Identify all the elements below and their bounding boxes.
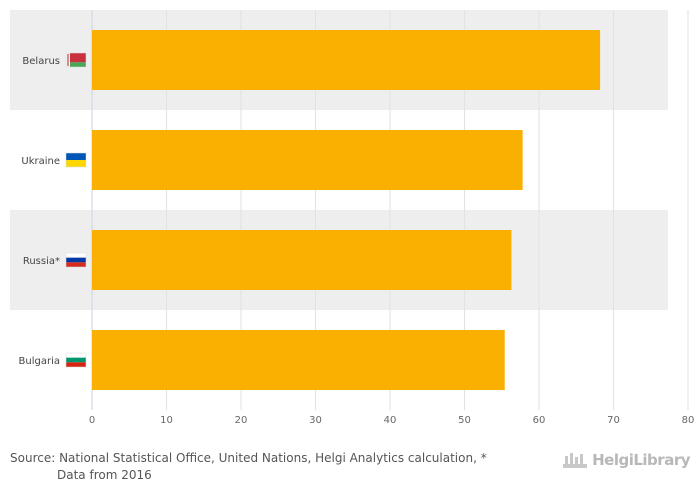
bars xyxy=(92,30,601,390)
x-tick-label: 20 xyxy=(235,415,248,426)
flag-stripe xyxy=(66,160,86,167)
belarus-flag-icon xyxy=(65,52,87,68)
flag-stripe xyxy=(66,362,86,367)
bar-bulgaria xyxy=(92,330,505,390)
flag-ornament xyxy=(67,54,69,66)
x-tick-label: 10 xyxy=(160,415,173,426)
x-tick-label: 80 xyxy=(682,415,695,426)
bulgaria-flag-icon xyxy=(65,352,87,368)
ukraine-flag-icon xyxy=(65,152,87,168)
flag-border xyxy=(65,52,87,68)
flag-border xyxy=(65,352,87,368)
flag-border xyxy=(65,152,87,168)
flag-stripe xyxy=(66,53,86,63)
russia-flag-icon xyxy=(65,252,87,268)
flag-stripe xyxy=(66,353,86,358)
category-label: Belarus xyxy=(22,56,60,67)
flag-stripe xyxy=(66,62,86,67)
x-tick-label: 60 xyxy=(533,415,546,426)
category-labels: Belarus Ukraine Russia* Bulgaria xyxy=(19,56,60,367)
category-label: Ukraine xyxy=(21,156,60,167)
flag-stripe xyxy=(66,153,86,160)
x-tick-label: 70 xyxy=(607,415,620,426)
brand-name: HelgiLibrary xyxy=(592,451,690,469)
flag-stripe xyxy=(66,262,86,267)
flag-stripe xyxy=(66,257,86,263)
x-axis-ticks: 0 10 20 30 40 50 60 70 80 xyxy=(89,415,695,426)
bar-chart: Belarus Ukraine Russia* Bulgaria 0 10 20 30 40 5… xyxy=(10,10,695,426)
helgi-logo-icon xyxy=(563,453,588,468)
x-tick-label: 0 xyxy=(89,415,95,426)
bar-russia xyxy=(92,230,512,290)
bar-ukraine xyxy=(92,130,523,190)
x-tick-label: 30 xyxy=(309,415,322,426)
category-label: Russia* xyxy=(23,256,60,267)
flag-stripe xyxy=(66,253,86,258)
x-tick-label: 40 xyxy=(384,415,397,426)
bar-belarus xyxy=(92,30,601,90)
source-text: Source: National Statistical Office, Uni… xyxy=(10,451,487,465)
source-footer: Source: National Statistical Office, Uni… xyxy=(10,450,530,484)
x-tick-label: 50 xyxy=(458,415,471,426)
flag-border xyxy=(65,252,87,268)
flag-stripe xyxy=(66,357,86,363)
brand-logo: HelgiLibrary xyxy=(562,449,690,471)
category-label: Bulgaria xyxy=(19,356,60,367)
footnote-text: Data from 2016 xyxy=(57,468,152,482)
flags xyxy=(65,52,87,368)
